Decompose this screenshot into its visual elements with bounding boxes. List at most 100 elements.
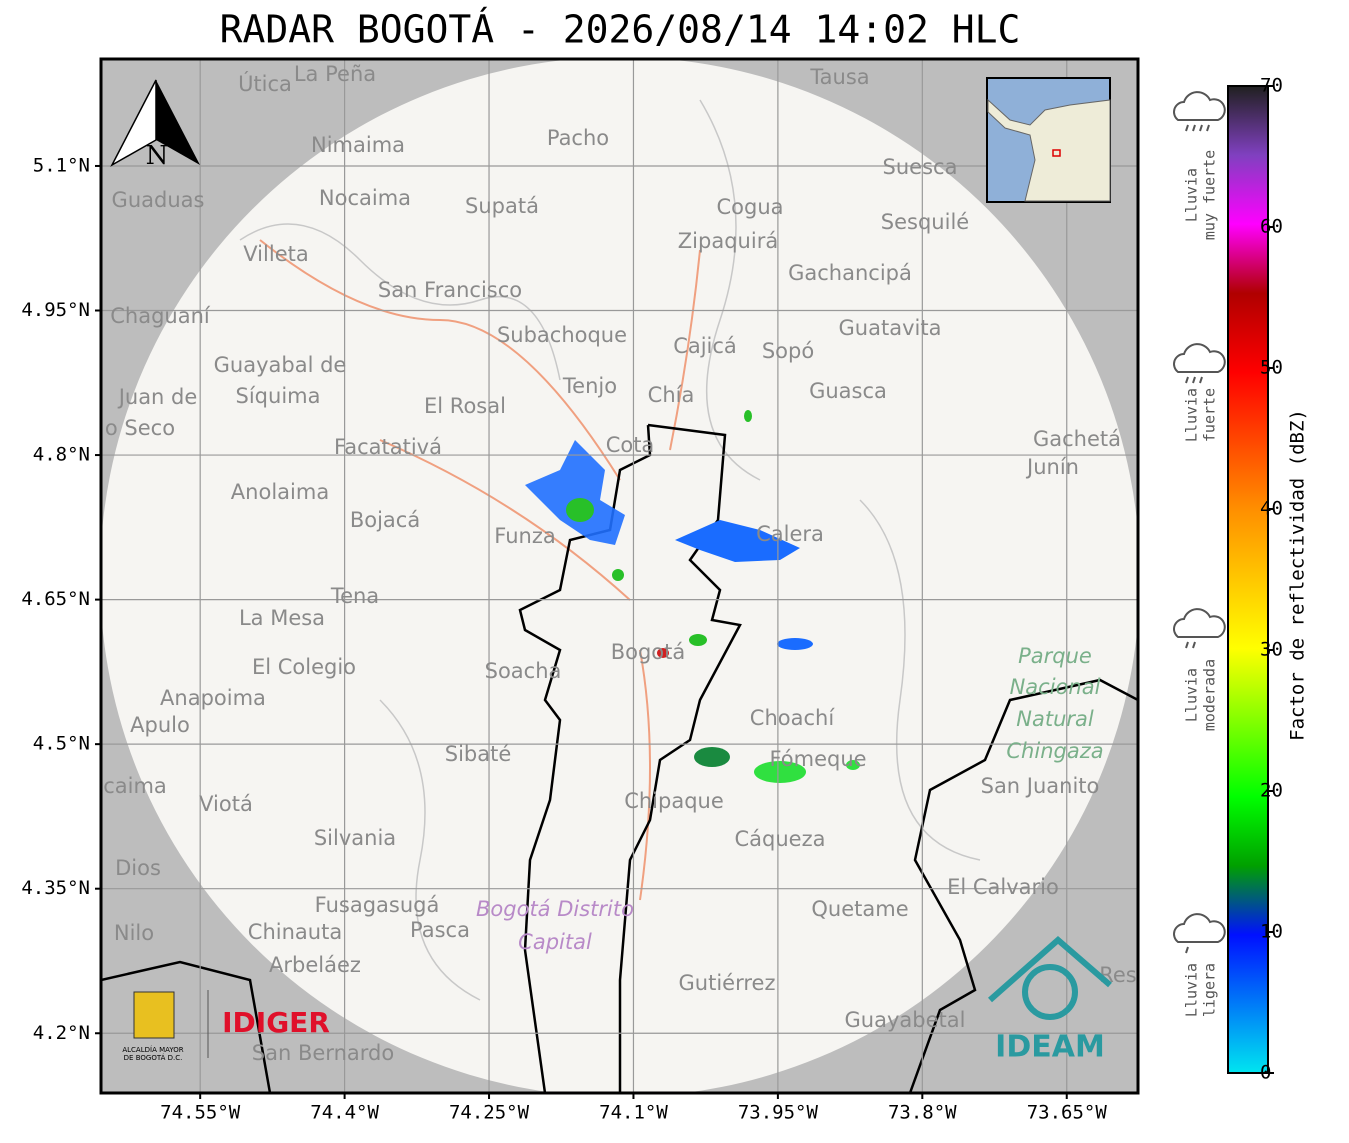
- colorbar-tick-label: 60: [1260, 216, 1283, 238]
- place-label: Junín: [1025, 455, 1079, 479]
- park-label: Chingaza: [1006, 739, 1103, 763]
- x-tick-label: 74.55°W: [160, 1102, 241, 1124]
- y-tick-label: 4.35°N: [21, 877, 90, 899]
- colorbar: [1227, 85, 1269, 1074]
- logo-text: DE BOGOTÁ D.C.: [124, 1053, 183, 1062]
- place-label: Funza: [494, 524, 555, 548]
- north-arrow: N: [110, 79, 200, 171]
- map-frame: [99, 57, 1140, 1095]
- rain-label: Lluvia: [1183, 668, 1201, 722]
- place-label: Suesca: [883, 155, 958, 179]
- place-label: Sibaté: [445, 742, 512, 766]
- colorbar-tick-label: 70: [1260, 75, 1283, 97]
- inset-map: [986, 77, 1111, 203]
- logo-right: IDEAM: [988, 936, 1112, 1065]
- place-label: Guayabetal: [845, 1008, 966, 1032]
- place-label: Pacho: [547, 126, 609, 150]
- colorbar-tick-label: 0: [1260, 1062, 1271, 1084]
- title: RADAR BOGOTÁ - 2026/08/14 14:02 HLC: [220, 8, 1021, 52]
- logo-left: ALCALDÍA MAYOR DE BOGOTÁ D.C. IDIGER: [122, 990, 330, 1062]
- colorbar-tick-label: 20: [1260, 780, 1283, 802]
- rain-item: Lluvia ligera: [1173, 913, 1226, 1017]
- rain-label: ligera: [1201, 963, 1219, 1017]
- place-label: Chipaque: [624, 789, 724, 813]
- y-tick-label: 4.8°N: [33, 444, 90, 466]
- place-label: o Seco: [105, 416, 175, 440]
- rain-drop: [1185, 124, 1189, 132]
- place-label: Calera: [756, 522, 824, 546]
- rain-drop: [1185, 946, 1189, 954]
- logo-text: ALCALDÍA MAYOR: [122, 1045, 183, 1054]
- place-label: El Rosal: [424, 394, 506, 418]
- colorbar-label: Factor de reflectividad (dBZ): [1287, 409, 1309, 741]
- place-label: Guasca: [809, 379, 887, 403]
- place-label: El Colegio: [252, 655, 356, 679]
- x-tick-label: 74.4°W: [310, 1102, 379, 1124]
- place-label: La Peña: [294, 62, 376, 86]
- place-label: Quetame: [811, 897, 908, 921]
- x-tick-label: 73.8°W: [888, 1102, 957, 1124]
- y-tick-label: 4.5°N: [33, 733, 90, 755]
- place-label: Subachoque: [497, 323, 627, 347]
- x-tick-label: 73.95°W: [738, 1102, 819, 1124]
- place-label: San Juanito: [981, 774, 1100, 798]
- cloud-icon: [1173, 91, 1226, 121]
- place-label: Sopó: [762, 339, 814, 363]
- north-label: N: [146, 141, 169, 171]
- rain-drop: [1192, 376, 1196, 384]
- y-tick-label: 4.65°N: [21, 588, 90, 610]
- park-label: Parque: [1018, 644, 1092, 668]
- place-label: Cota: [606, 433, 655, 457]
- logo-text: IDIGER: [222, 1006, 330, 1039]
- place-label: Dios: [115, 856, 161, 880]
- places: Útica La Peña Tausa Pacho Nimaima Guaduas Noca…: [103, 62, 1137, 1065]
- place-label: San Francisco: [378, 278, 522, 302]
- x-tick-label: 74.25°W: [449, 1102, 530, 1124]
- y-tick-label: 4.95°N: [21, 299, 90, 321]
- radar-echoes: [525, 410, 860, 783]
- rain-label: Lluvia: [1183, 168, 1201, 222]
- place-label: Síquima: [236, 384, 321, 408]
- x-tick-label: 73.65°W: [1027, 1102, 1108, 1124]
- place-label: Arbeláez: [269, 953, 361, 977]
- rain-drop: [1185, 376, 1189, 384]
- rain-item: Lluvia moderada: [1173, 608, 1226, 731]
- place-label: La Mesa: [239, 606, 325, 630]
- place-label: Silvania: [314, 826, 396, 850]
- park-label: Nacional: [1010, 675, 1101, 699]
- park-label: Natural: [1016, 707, 1094, 731]
- park-label: Bogotá Distrito: [476, 897, 634, 921]
- place-label: Guatavita: [839, 316, 942, 340]
- place-label: Sesquilé: [881, 210, 969, 234]
- boundary: [101, 960, 272, 1093]
- cloud-icon: [1173, 608, 1226, 638]
- rain-label: Lluvia: [1183, 963, 1201, 1017]
- place-label: Chía: [648, 383, 695, 407]
- place-label: Apulo: [130, 713, 190, 737]
- rain-drop: [1185, 641, 1189, 649]
- colorbar-tick-label: 40: [1260, 498, 1283, 520]
- place-label: Pasca: [410, 918, 470, 942]
- place-label: Gachancipá: [788, 261, 912, 285]
- colorbar-tick-label: 30: [1260, 639, 1283, 661]
- logo-text: IDEAM: [995, 1030, 1105, 1065]
- cloud-icon: [1173, 343, 1226, 373]
- colorbar-tick-label: 10: [1260, 921, 1283, 943]
- place-label: Cajicá: [673, 334, 737, 358]
- place-label: Nocaima: [319, 186, 411, 210]
- terrain-lines: [239, 99, 981, 1001]
- place-label: Anapoima: [160, 686, 266, 710]
- place-label: Tenjo: [562, 374, 617, 398]
- place-label: Tausa: [809, 65, 869, 89]
- place-label: Facatativá: [334, 435, 442, 459]
- place-label: Guaduas: [112, 188, 205, 212]
- rain-drop: [1206, 124, 1210, 132]
- place-label: Gachetá: [1033, 427, 1121, 451]
- y-tick-label: 5.1°N: [33, 154, 90, 176]
- rain-label: fuerte: [1201, 388, 1219, 442]
- roads: [259, 239, 701, 901]
- colorbar-tick-label: 50: [1260, 357, 1283, 379]
- place-label: Juan de: [117, 385, 198, 409]
